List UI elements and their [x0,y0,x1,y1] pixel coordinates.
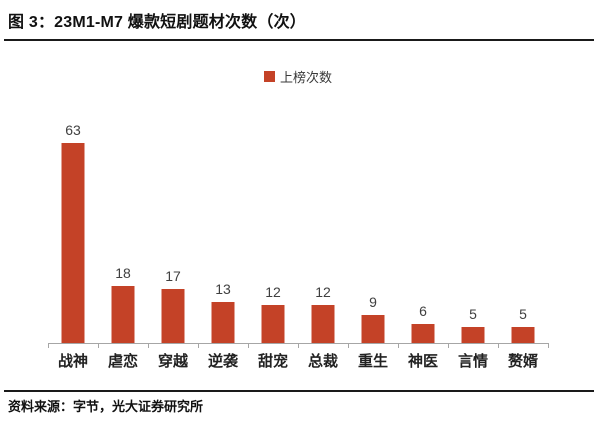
bar-slot: 6 [398,121,448,343]
bar-value-label: 9 [369,293,377,310]
bar-slot: 63 [48,121,98,343]
bar-slot: 13 [198,121,248,343]
category-label: 穿越 [157,353,188,370]
category-label: 战神 [57,353,88,370]
figure-footer: 资料来源：字节，光大证券研究所 [4,390,594,416]
x-axis-tick [98,343,99,348]
bar-value-label: 5 [519,306,527,323]
bar-value-label: 63 [65,122,81,139]
x-axis-tick [298,343,299,348]
x-axis-category-labels: 战神 虐恋 穿越 逆袭 甜宠 总裁 重生 神医 言情 赘婿 [48,352,548,372]
bar-value-label: 6 [419,303,427,319]
bar-slot: 12 [298,121,348,343]
bar-value-label: 12 [315,283,331,300]
bar-slot: 18 [98,121,148,343]
chart-legend: 上榜次数 [48,67,548,86]
bar [461,327,485,343]
x-axis-tick [248,343,249,348]
legend-swatch-icon [263,71,275,82]
bar [311,304,335,343]
bar [361,314,385,343]
category-label: 神医 [407,353,438,370]
category-label: 重生 [357,353,388,370]
bar-slot: 9 [348,121,398,343]
x-axis-tick [148,343,149,348]
figure-header: 图 3：23M1-M7 爆款短剧题材次数（次） [4,0,594,41]
x-axis-tick [348,343,349,348]
bar-value-label: 17 [165,268,181,285]
bar-value-label: 12 [265,283,281,300]
bar-value-label: 18 [115,264,131,281]
figure-title: 图 3：23M1-M7 爆款短剧题材次数（次） [8,14,306,31]
bar [111,285,135,343]
bar-slot: 5 [448,121,498,343]
source-note: 资料来源：字节，光大证券研究所 [8,399,204,414]
category-label: 总裁 [307,353,338,370]
category-label: 逆袭 [207,353,238,370]
bar [61,143,85,343]
legend-label: 上榜次数 [279,70,332,85]
bar-value-label: 5 [469,306,477,323]
bar-slot: 5 [498,121,548,343]
bar-chart-plot-area: 63 18 17 13 12 12 9 6 5 5 [48,121,549,348]
x-axis-tick [198,343,199,348]
bar-value-label: 13 [215,280,231,297]
bar-slot: 12 [248,121,298,343]
category-label: 甜宠 [257,353,288,370]
x-axis-tick [498,343,499,348]
bar [211,301,235,343]
category-label: 赘婿 [507,353,538,370]
category-label: 言情 [457,353,488,370]
bar [161,289,185,343]
x-axis-tick [448,343,449,348]
bar [261,304,285,343]
x-axis-tick [48,343,49,348]
bar [511,327,535,343]
bar-slot: 17 [148,121,198,343]
bar [411,324,435,343]
category-label: 虐恋 [107,353,138,370]
x-axis-tick [548,343,549,348]
x-axis-tick [398,343,399,348]
